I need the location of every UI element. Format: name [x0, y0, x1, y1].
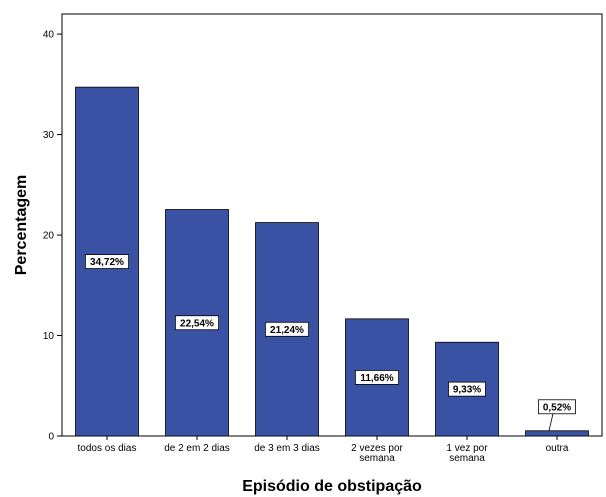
data-label: 21,24% [270, 325, 304, 336]
y-axis: 0 10 20 30 40 [43, 30, 62, 443]
data-label-box [174, 315, 219, 331]
data-label-box [264, 321, 309, 337]
data-label: 9,33% [453, 385, 481, 396]
x-tick-label: 1 vez por [446, 443, 488, 454]
y-tick-label: 40 [43, 30, 55, 41]
data-label: 0,52% [543, 402, 571, 413]
x-tick-label: semana [449, 453, 485, 464]
y-tick-label: 30 [43, 130, 55, 141]
data-label-leader [548, 413, 554, 431]
y-tick-label: 0 [48, 432, 54, 443]
y-tick-label: 10 [43, 331, 55, 342]
x-tick-label: 2 vezes por [351, 443, 403, 454]
x-tick-label: semana [359, 453, 395, 464]
y-tick-label: 20 [43, 231, 55, 242]
data-label: 34,72% [90, 257, 124, 268]
data-label-box [448, 381, 486, 397]
plot-frame [61, 13, 603, 437]
x-tick-label: outra [546, 443, 569, 454]
x-axis: todos os dias de 2 em 2 dias de 3 em 3 dia… [78, 436, 569, 464]
x-tick-label: de 3 em 3 dias [254, 443, 320, 454]
data-label-box [538, 399, 576, 415]
bar [525, 430, 589, 437]
y-axis-title: Percentagem [13, 175, 30, 276]
x-axis-title: Episódio de obstipação [242, 478, 422, 495]
data-label-box [354, 370, 399, 385]
data-label: 22,54% [180, 318, 214, 329]
x-tick-label: todos os dias [78, 443, 137, 454]
data-label-box [85, 254, 130, 269]
data-label: 11,66% [360, 373, 393, 384]
x-tick-label: de 2 em 2 dias [164, 443, 230, 454]
bars-group: 34,72% 22,54% 21,24% 11,66% 9,33% 0,52% [75, 86, 589, 437]
